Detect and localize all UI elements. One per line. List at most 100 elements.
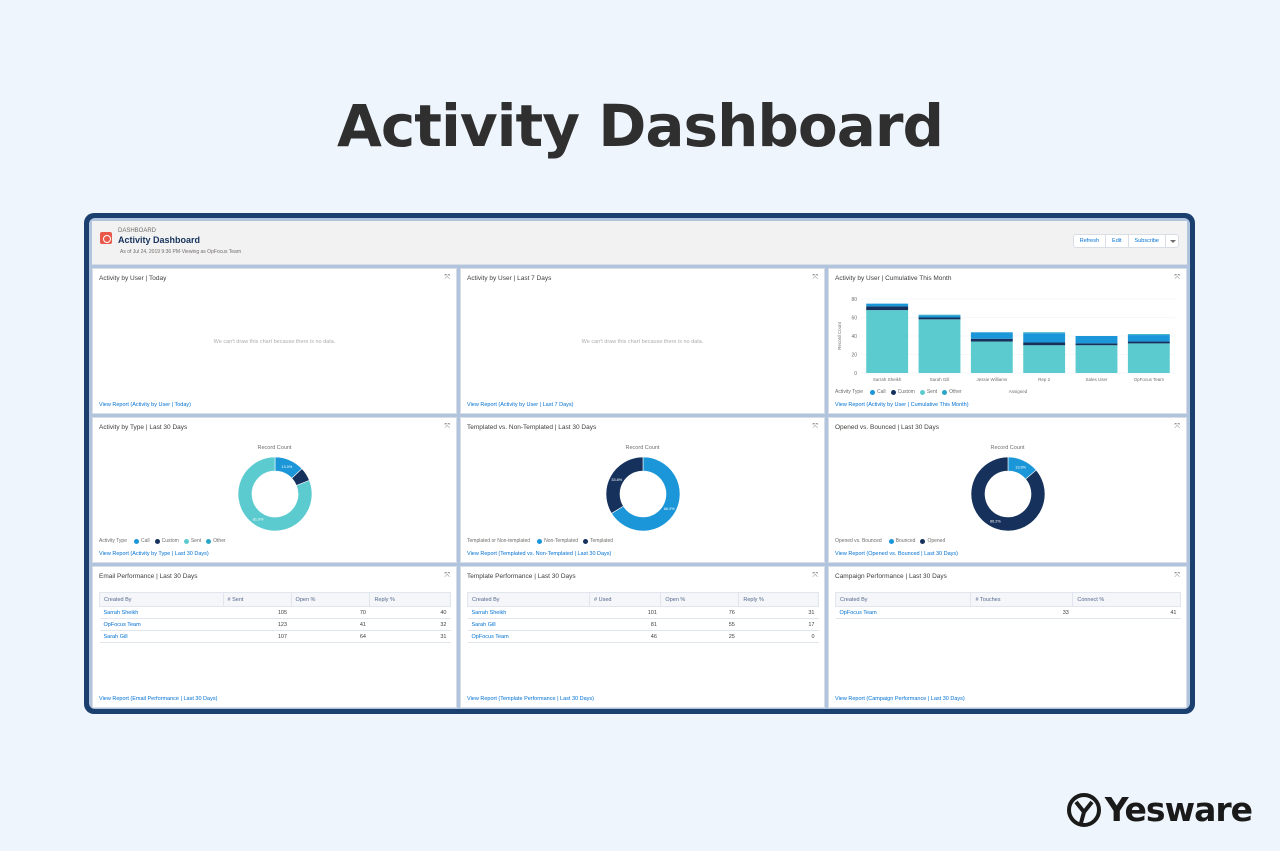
donut-slice[interactable] bbox=[605, 456, 643, 514]
bar-segment[interactable] bbox=[866, 310, 909, 373]
expand-icon[interactable]: ⤧ bbox=[444, 423, 450, 430]
user-link[interactable]: Sarrah Sheikh bbox=[99, 606, 223, 619]
donut-slice[interactable] bbox=[237, 456, 312, 532]
user-link[interactable]: Sarrah Sheikh bbox=[467, 606, 590, 619]
bar-segment[interactable] bbox=[1075, 343, 1118, 346]
bar-segment[interactable] bbox=[1075, 345, 1118, 373]
bar-segment[interactable] bbox=[1075, 336, 1118, 344]
bar-segment[interactable] bbox=[918, 319, 961, 373]
empty-chart-message: We can't draw this chart because there i… bbox=[581, 339, 704, 345]
user-link[interactable]: Sarah Gill bbox=[99, 630, 223, 643]
widget-title: Activity by User | Last 7 Days bbox=[467, 275, 552, 282]
bar-segment[interactable] bbox=[918, 317, 961, 320]
legend-label[interactable]: Sent bbox=[926, 389, 938, 395]
user-link[interactable]: OpFocus Team bbox=[835, 606, 971, 619]
donut-slice[interactable] bbox=[970, 456, 1045, 532]
legend-label[interactable]: Other bbox=[213, 538, 226, 544]
edit-button[interactable]: Edit bbox=[1105, 234, 1129, 248]
legend-label[interactable]: Custom bbox=[897, 389, 915, 395]
table-cell: 25 bbox=[660, 630, 739, 643]
legend-label[interactable]: Other bbox=[949, 389, 962, 395]
report-table: Created By # Sent Open % Reply % Sarrah Shei… bbox=[99, 592, 451, 643]
bar-segment[interactable] bbox=[1127, 343, 1170, 373]
legend-label[interactable]: Non-Templated bbox=[544, 538, 578, 544]
legend-label[interactable]: Templated bbox=[590, 538, 614, 544]
column-header[interactable]: Created By bbox=[99, 592, 224, 607]
dashboard-screen: DASHBOARD Activity Dashboard As of Jul 2… bbox=[89, 218, 1190, 709]
expand-icon[interactable]: ⤧ bbox=[812, 423, 818, 430]
column-header[interactable]: Reply % bbox=[738, 592, 819, 607]
slice-label: 86.2% bbox=[990, 520, 1001, 524]
column-header[interactable]: # Touches bbox=[970, 592, 1074, 607]
view-report-link[interactable]: View Report (Template Performance | Last… bbox=[467, 696, 594, 702]
chevron-down-icon[interactable] bbox=[1165, 234, 1179, 248]
dashboard-kicker: DASHBOARD bbox=[118, 228, 157, 234]
bar-segment[interactable] bbox=[1127, 334, 1170, 336]
bar-segment[interactable] bbox=[866, 303, 909, 307]
legend-label[interactable]: Call bbox=[140, 538, 150, 544]
y-tick-label: 40 bbox=[851, 334, 857, 340]
bar-segment[interactable] bbox=[1127, 341, 1170, 344]
view-report-link[interactable]: View Report (Templated vs. Non-Templated… bbox=[467, 551, 612, 557]
column-header[interactable]: Connect % bbox=[1072, 592, 1181, 607]
view-report-link[interactable]: View Report (Opened vs. Bounced | Last 3… bbox=[835, 551, 959, 557]
table-header-row: Created By # Touches Connect % bbox=[834, 592, 1181, 607]
column-header[interactable]: Created By bbox=[834, 592, 972, 607]
user-link[interactable]: OpFocus Team bbox=[99, 618, 223, 631]
widget-email-performance: Email Performance | Last 30 Days ⤧ Creat… bbox=[92, 566, 457, 708]
user-link[interactable]: Sarah Gill bbox=[467, 618, 590, 631]
table-row: OpFocus Team 46 25 0 bbox=[467, 630, 819, 643]
table-cell: 64 bbox=[291, 630, 370, 643]
legend-label[interactable]: Opened bbox=[927, 538, 946, 544]
user-link[interactable]: OpFocus Team bbox=[467, 630, 590, 643]
dashboard-title: Activity Dashboard bbox=[118, 235, 201, 245]
bar-segment[interactable] bbox=[970, 332, 1013, 339]
bar-segment[interactable] bbox=[1023, 332, 1066, 334]
chart-legend: Opened vs. Bounced Bounced Opened bbox=[835, 538, 945, 544]
column-header[interactable]: # Sent bbox=[222, 592, 292, 607]
subscribe-button[interactable]: Subscribe bbox=[1127, 234, 1166, 248]
chart-caption: Record Count bbox=[625, 445, 660, 451]
table-row: OpFocus Team 123 41 32 bbox=[99, 618, 451, 631]
legend-swatch bbox=[537, 538, 543, 544]
legend-label[interactable]: Sent bbox=[190, 538, 202, 544]
view-report-link[interactable]: View Report (Activity by User | Cumulati… bbox=[835, 402, 969, 408]
legend-label[interactable]: Call bbox=[876, 389, 886, 395]
widget-title: Activity by User | Today bbox=[99, 275, 167, 282]
expand-icon[interactable]: ⤧ bbox=[444, 274, 450, 281]
legend-label[interactable]: Bounced bbox=[895, 538, 916, 544]
donut-slice[interactable] bbox=[610, 456, 680, 532]
expand-icon[interactable]: ⤧ bbox=[1174, 572, 1180, 579]
bar-segment[interactable] bbox=[866, 306, 909, 311]
column-header[interactable]: Open % bbox=[290, 592, 371, 607]
bar-segment[interactable] bbox=[1023, 345, 1066, 373]
y-tick-label: 0 bbox=[854, 371, 857, 377]
expand-icon[interactable]: ⤧ bbox=[812, 274, 818, 281]
column-header[interactable]: Created By bbox=[466, 592, 591, 607]
refresh-button[interactable]: Refresh bbox=[1072, 234, 1107, 248]
column-header[interactable]: # Used bbox=[589, 592, 662, 607]
expand-icon[interactable]: ⤧ bbox=[1174, 423, 1180, 430]
view-report-link[interactable]: View Report (Activity by Type | Last 30 … bbox=[99, 551, 209, 557]
view-report-link[interactable]: View Report (Email Performance | Last 30… bbox=[99, 696, 218, 702]
bar-segment[interactable] bbox=[1127, 335, 1170, 342]
brand-wordmark: Yesware bbox=[1104, 790, 1253, 829]
expand-icon[interactable]: ⤧ bbox=[812, 572, 818, 579]
legend-label[interactable]: Custom bbox=[161, 538, 179, 544]
expand-icon[interactable]: ⤧ bbox=[444, 572, 450, 579]
column-header[interactable]: Open % bbox=[660, 592, 740, 607]
view-report-link[interactable]: View Report (Activity by User | Last 7 D… bbox=[467, 402, 574, 408]
stacked-bar-chart: 0 20 40 60 80 Record Count Sarrah Sheikh Sarah … bbox=[837, 297, 1175, 394]
column-header[interactable]: Reply % bbox=[369, 592, 451, 607]
dashboard-header: DASHBOARD Activity Dashboard As of Jul 2… bbox=[92, 221, 1187, 265]
bar-segment[interactable] bbox=[970, 341, 1013, 373]
bar-segment[interactable] bbox=[918, 314, 961, 316]
bar-segment[interactable] bbox=[1023, 342, 1066, 346]
expand-icon[interactable]: ⤧ bbox=[1174, 274, 1180, 281]
view-report-link[interactable]: View Report (Activity by User | Today) bbox=[99, 402, 192, 408]
bar-segment[interactable] bbox=[1023, 333, 1066, 343]
table-cell: 55 bbox=[660, 618, 739, 631]
view-report-link[interactable]: View Report (Campaign Performance | Last… bbox=[835, 696, 965, 702]
bar-segment[interactable] bbox=[918, 315, 961, 318]
bar-segment[interactable] bbox=[970, 338, 1013, 342]
